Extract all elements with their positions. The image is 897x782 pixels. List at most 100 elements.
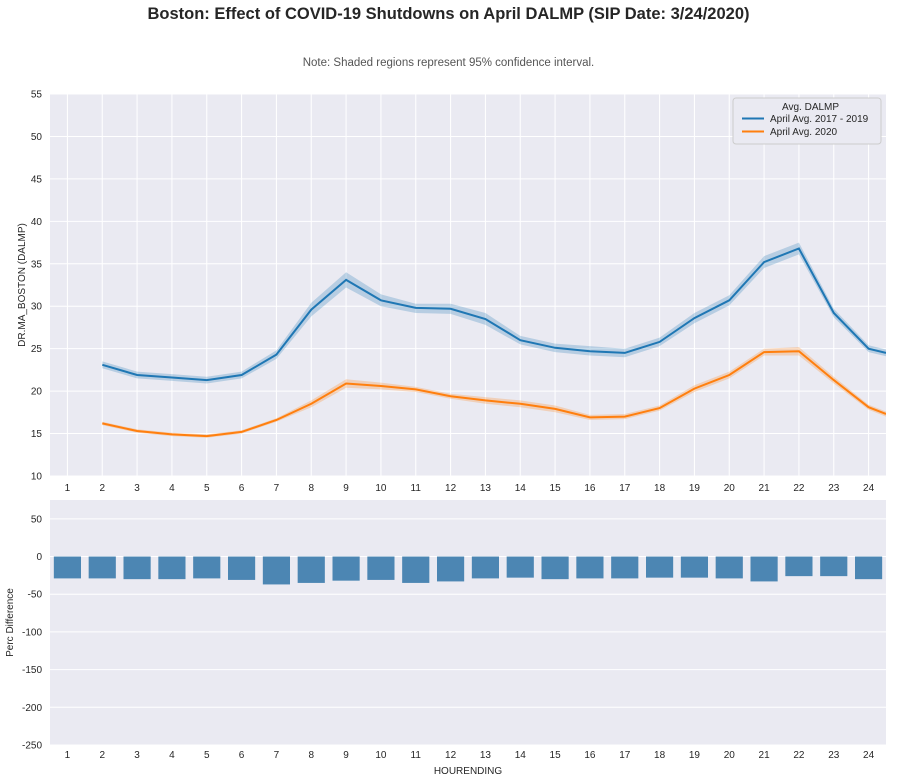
chart-subtitle: Note: Shaded regions represent 95% confi… [302,57,595,69]
data-point [450,308,452,310]
x-tick-label: 6 [239,483,245,494]
bar [785,556,813,577]
data-point [241,431,243,433]
bar [854,556,883,580]
y-tick-label: 30 [31,302,43,313]
x-tick-label: 19 [689,750,701,761]
chart-title: Boston: Effect of COVID-19 Shutdowns on … [147,5,750,23]
bar [541,556,569,580]
data-point [415,307,417,309]
data-point [763,261,765,263]
data-point [659,341,661,343]
x-tick-label: 14 [515,750,527,761]
legend-entry: April Avg. 2020 [770,127,838,138]
data-point [275,419,277,421]
legend-box [732,97,882,145]
data-point [659,407,661,409]
x-tick-label: 2 [99,750,105,761]
y-axis-label: DR.MA_BOSTON (DALMP) [17,223,28,347]
data-point [624,416,626,418]
x-tick-label: 19 [689,483,701,494]
data-point [798,247,800,249]
data-point [833,379,835,381]
data-point [554,347,556,349]
bar [227,556,256,580]
data-point [171,377,173,379]
x-tick-label: 12 [445,483,457,494]
data-point [484,318,486,320]
x-tick-label: 7 [274,750,280,761]
data-point [241,374,243,376]
x-tick-label: 8 [308,750,314,761]
bar [611,556,639,579]
x-tick-label: 17 [619,750,631,761]
x-tick-label: 21 [759,483,771,494]
y-tick-label: -100 [22,627,42,638]
bar [332,556,360,581]
x-tick-label: 23 [828,750,840,761]
x-tick-label: 7 [274,483,280,494]
x-tick-label: 4 [169,483,175,494]
x-tick-label: 20 [724,483,736,494]
y-tick-label: 20 [31,387,43,398]
bar [158,556,186,580]
data-point [380,385,382,387]
y-tick-label: -50 [28,590,43,601]
bar [820,556,848,577]
x-tick-label: 18 [654,483,666,494]
data-point [589,350,591,352]
data-point [415,388,417,390]
data-point [275,354,277,356]
x-tick-label: 20 [724,750,736,761]
x-tick-label: 3 [134,483,140,494]
bar [123,556,151,580]
x-tick-label: 4 [169,750,175,761]
data-point [450,395,452,397]
data-point [101,364,103,366]
bar [297,556,325,583]
x-tick-label: 12 [445,750,457,761]
x-tick-label: 24 [863,483,875,494]
data-point [798,350,800,352]
legend-entry: April Avg. 2017 - 2019 [770,114,869,125]
x-tick-label: 18 [654,750,666,761]
data-point [171,433,173,435]
legend-title: Avg. DALMP [782,102,839,113]
x-tick-label: 11 [411,483,422,494]
bar [193,556,221,579]
plot-background [50,94,886,476]
data-point [868,348,870,350]
bar [53,556,82,579]
data-point [519,403,521,405]
x-tick-label: 10 [375,750,387,761]
x-axis-label: HOURENDING [434,766,503,777]
data-point [136,374,138,376]
y-tick-label: 50 [31,514,43,525]
x-tick-label: 6 [239,750,245,761]
data-point [136,430,138,432]
bar [88,556,116,579]
bar [367,556,395,580]
data-point [763,351,765,353]
x-tick-label: 13 [480,750,492,761]
data-point [693,388,695,390]
y-tick-label: -250 [22,741,42,752]
x-tick-label: 21 [759,750,771,761]
data-point [885,413,887,415]
x-tick-label: 16 [584,750,596,761]
data-point [624,352,626,354]
data-point [101,422,103,424]
data-point [206,379,208,381]
x-tick-label: 14 [515,483,527,494]
x-tick-label: 5 [204,750,210,761]
data-point [885,352,887,354]
x-tick-label: 17 [619,483,631,494]
bar [715,556,743,579]
data-point [484,399,486,401]
data-point [693,317,695,319]
data-point [589,416,591,418]
x-tick-label: 1 [65,483,71,494]
data-point [728,299,730,301]
bar [680,556,709,578]
